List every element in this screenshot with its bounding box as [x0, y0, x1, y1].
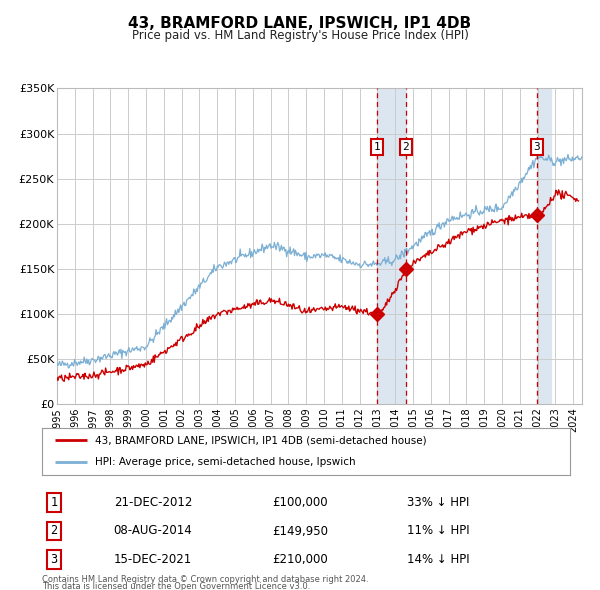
Text: Price paid vs. HM Land Registry's House Price Index (HPI): Price paid vs. HM Land Registry's House … — [131, 29, 469, 42]
Text: This data is licensed under the Open Government Licence v3.0.: This data is licensed under the Open Gov… — [42, 582, 310, 590]
Text: 1: 1 — [50, 496, 58, 509]
Text: 15-DEC-2021: 15-DEC-2021 — [114, 553, 192, 566]
Text: 08-AUG-2014: 08-AUG-2014 — [113, 525, 193, 537]
Text: 2: 2 — [403, 142, 409, 152]
Text: 43, BRAMFORD LANE, IPSWICH, IP1 4DB (semi-detached house): 43, BRAMFORD LANE, IPSWICH, IP1 4DB (sem… — [95, 435, 427, 445]
Text: Contains HM Land Registry data © Crown copyright and database right 2024.: Contains HM Land Registry data © Crown c… — [42, 575, 368, 585]
Text: £100,000: £100,000 — [272, 496, 328, 509]
Text: HPI: Average price, semi-detached house, Ipswich: HPI: Average price, semi-detached house,… — [95, 457, 355, 467]
Text: £149,950: £149,950 — [272, 525, 328, 537]
Text: 21-DEC-2012: 21-DEC-2012 — [114, 496, 192, 509]
Text: 33% ↓ HPI: 33% ↓ HPI — [407, 496, 469, 509]
Text: 11% ↓ HPI: 11% ↓ HPI — [407, 525, 469, 537]
Text: 1: 1 — [373, 142, 380, 152]
Bar — [377, 88, 406, 404]
Text: 3: 3 — [533, 142, 540, 152]
Text: 2: 2 — [50, 525, 58, 537]
Bar — [537, 88, 551, 404]
Text: 3: 3 — [50, 553, 58, 566]
Text: 43, BRAMFORD LANE, IPSWICH, IP1 4DB: 43, BRAMFORD LANE, IPSWICH, IP1 4DB — [128, 16, 472, 31]
Text: 14% ↓ HPI: 14% ↓ HPI — [407, 553, 469, 566]
Text: £210,000: £210,000 — [272, 553, 328, 566]
